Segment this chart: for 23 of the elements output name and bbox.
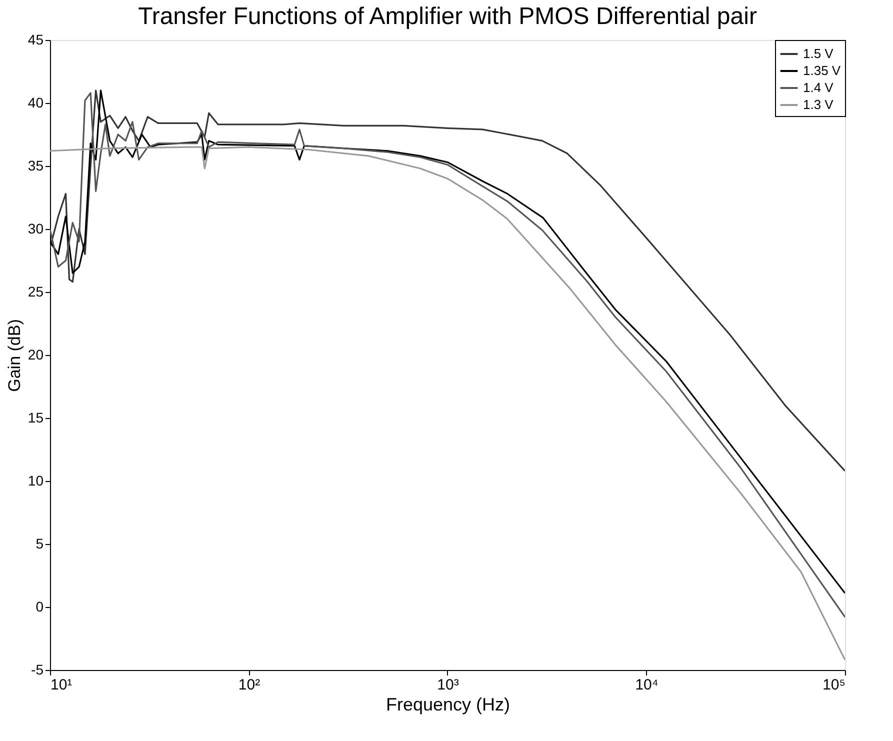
y-tick-label: 25	[28, 284, 44, 300]
y-axis-title: Gain (dB)	[4, 319, 24, 392]
y-tick-label: 5	[36, 536, 44, 552]
x-tick-label: 10⁵	[822, 676, 846, 694]
y-tick-label: 10	[28, 472, 44, 488]
legend-label: 1.3 V	[803, 97, 834, 112]
y-tick-label: -5	[31, 662, 44, 678]
y-tick-label: 15	[28, 410, 44, 426]
legend-label: 1.35 V	[803, 63, 841, 78]
x-tick-label: 10³	[437, 676, 459, 694]
x-axis-title: Frequency (Hz)	[386, 694, 510, 714]
y-tick-label: 0	[36, 598, 44, 614]
x-tick-label: 10²	[238, 676, 260, 694]
x-tick-label: 10⁴	[635, 676, 658, 694]
y-tick-label: 40	[28, 94, 44, 110]
legend-label: 1.4 V	[803, 80, 834, 95]
y-tick-label: 45	[28, 32, 44, 48]
y-tick-label: 20	[28, 346, 44, 362]
y-tick-label: 35	[28, 158, 44, 174]
legend-label: 1.5 V	[803, 46, 834, 61]
chart-title: Transfer Functions of Amplifier with PMOS Differential pair	[138, 3, 757, 30]
y-tick-label: 30	[28, 220, 44, 236]
x-tick-label: 10¹	[50, 676, 72, 694]
